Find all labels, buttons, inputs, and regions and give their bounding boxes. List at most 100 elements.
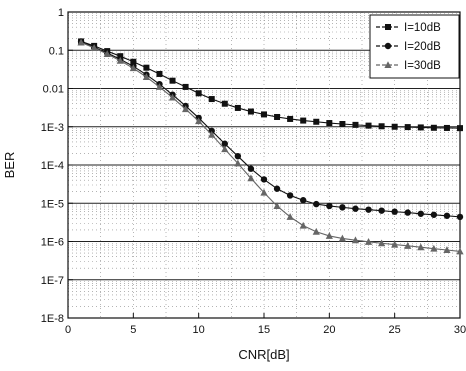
data-point: [221, 145, 229, 153]
data-point: [443, 212, 451, 219]
y-tick-label: 1E-8: [41, 313, 64, 325]
series-layer: [77, 38, 464, 255]
data-point: [260, 188, 268, 196]
data-point: [404, 124, 411, 131]
data-point: [456, 247, 464, 255]
legend-label: I=10dB: [404, 22, 441, 34]
data-point: [351, 236, 360, 244]
data-point: [456, 213, 464, 221]
x-tick-label: 25: [389, 324, 401, 336]
y-axis-label: BER: [2, 152, 17, 179]
data-point: [182, 105, 190, 113]
data-point: [286, 192, 294, 199]
data-point: [404, 209, 411, 216]
x-tick-label: 0: [65, 324, 71, 336]
data-point: [365, 206, 372, 213]
data-point: [417, 243, 425, 251]
series-line: [80, 41, 461, 252]
data-point: [391, 123, 398, 130]
data-point: [273, 202, 281, 209]
data-point: [430, 124, 437, 131]
series-1: [78, 38, 463, 132]
data-point: [129, 64, 137, 72]
data-point: [430, 244, 438, 252]
data-point: [234, 104, 241, 111]
data-point: [339, 121, 346, 128]
data-point: [378, 123, 385, 130]
data-point: [299, 221, 307, 229]
legend-item: I=20dB: [376, 41, 441, 53]
y-tick-label: 1: [58, 7, 64, 19]
data-point: [352, 205, 359, 212]
data-point: [208, 96, 215, 103]
data-point: [287, 115, 294, 122]
y-tick-label: 1E-3: [41, 122, 64, 134]
data-point: [260, 176, 268, 183]
y-tick-label: 1E-6: [41, 237, 64, 249]
data-point: [430, 211, 438, 218]
data-point: [443, 246, 451, 253]
data-point: [156, 70, 163, 77]
data-point: [417, 124, 424, 131]
data-point: [182, 83, 189, 90]
y-tick-label: 1E-5: [41, 198, 64, 210]
data-point: [103, 50, 111, 57]
series-2: [77, 38, 464, 221]
data-point: [325, 232, 333, 239]
data-point: [208, 130, 216, 138]
data-point: [313, 118, 320, 125]
data-point: [378, 207, 385, 214]
data-point: [116, 56, 124, 64]
data-point: [326, 202, 333, 210]
data-point: [77, 38, 85, 46]
data-point: [155, 83, 164, 90]
data-point: [247, 108, 254, 115]
data-point: [365, 122, 372, 129]
y-tick-label: 1E-7: [41, 275, 64, 287]
y-tick-labels: 1E-8 1E-7 1E-6 1E-5 1E-4 1E-3 0.01 0.1 1: [41, 7, 73, 325]
data-point: [443, 124, 450, 131]
y-tick-label: 0.01: [43, 84, 64, 96]
data-point: [417, 210, 424, 217]
data-point: [195, 117, 203, 125]
x-tick-label: 5: [130, 324, 136, 336]
data-point: [247, 165, 255, 172]
x-tick-label: 30: [454, 324, 466, 336]
legend-marker: [384, 42, 392, 50]
data-point: [404, 242, 412, 249]
data-point: [378, 239, 386, 247]
legend: I=10dB I=20dB I=30dB: [369, 14, 460, 79]
legend-item: I=10dB: [376, 22, 441, 34]
data-point: [313, 200, 320, 208]
data-point: [234, 152, 242, 160]
y-tick-label: 0.1: [49, 45, 64, 57]
series-3: [77, 38, 464, 255]
x-tick-label: 10: [193, 324, 205, 336]
data-point: [221, 140, 228, 147]
x-tick-labels: 0 5 10 15 20 25 30: [65, 313, 466, 336]
data-point: [273, 185, 281, 192]
data-point: [338, 234, 346, 242]
data-point: [364, 238, 373, 245]
legend-label: I=20dB: [404, 41, 441, 53]
legend-item: I=30dB: [376, 60, 441, 72]
data-point: [261, 111, 267, 118]
data-point: [130, 58, 137, 65]
data-point: [391, 208, 398, 215]
data-point: [168, 93, 177, 101]
data-point: [234, 159, 242, 167]
x-tick-label: 20: [323, 324, 335, 336]
data-point: [352, 121, 359, 128]
data-point: [391, 240, 399, 248]
x-tick-label: 15: [258, 324, 270, 336]
data-point: [221, 100, 228, 107]
data-point: [300, 197, 307, 204]
data-point: [300, 117, 307, 124]
data-point: [142, 73, 150, 80]
data-point: [286, 213, 294, 220]
x-axis-label: CNR[dB]: [238, 347, 289, 362]
y-tick-label: 1E-4: [41, 160, 64, 172]
legend-label: I=30dB: [404, 60, 441, 72]
data-point: [195, 90, 202, 97]
